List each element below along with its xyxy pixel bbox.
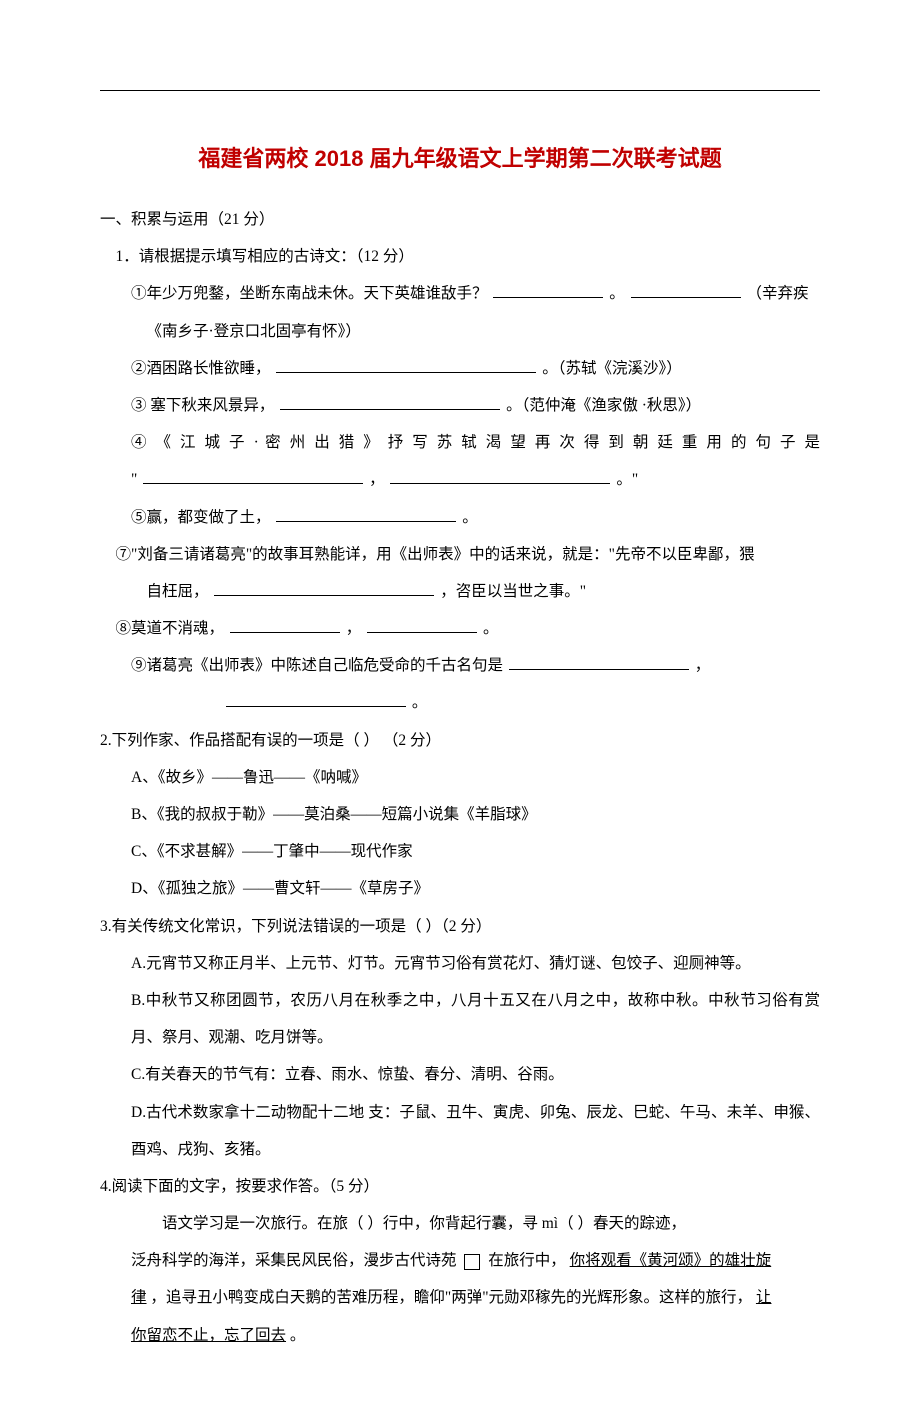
underlined-text: 让 bbox=[756, 1289, 772, 1306]
blank[interactable] bbox=[280, 393, 500, 410]
blank[interactable] bbox=[143, 468, 363, 485]
q1-item2: ②酒困路长惟欲睡， 。（苏轼《浣溪沙》） bbox=[100, 350, 820, 387]
underlined-text: 你留恋不止，忘了回去 bbox=[131, 1327, 286, 1344]
text: 。 bbox=[290, 1327, 306, 1344]
text: 语文学习是一次旅行。在旅（ ）行中，你背起行囊，寻 mì（ ）春天的踪迹， bbox=[162, 1215, 686, 1232]
q4-p3: 律 ，追寻丑小鸭变成白天鹅的苦难历程，瞻仰"两弹"元勋邓稼先的光辉形象。这样的旅… bbox=[100, 1279, 820, 1316]
text: 。（苏轼《浣溪沙》） bbox=[542, 360, 682, 377]
text: 。 bbox=[462, 509, 478, 526]
q1-item7-line1: ⑦"刘备三请诸葛亮"的故事耳熟能详，用《出师表》中的话来说，就是："先帝不以臣卑… bbox=[100, 536, 820, 573]
text: " bbox=[131, 471, 137, 488]
text: ②酒困路长惟欲睡， bbox=[131, 360, 271, 377]
q2-a: A、《故乡》——鲁迅——《呐喊》 bbox=[100, 759, 820, 796]
blank[interactable] bbox=[509, 654, 689, 671]
blank[interactable] bbox=[367, 617, 477, 634]
q1-item3: ③ 塞下秋来风景异， 。（范仲淹《渔家傲 ·秋思》） bbox=[100, 387, 820, 424]
text: ③ 塞下秋来风景异， bbox=[131, 397, 274, 414]
q3-d: D.古代术数家拿十二动物配十二地 支：子鼠、丑牛、寅虎、卯兔、辰龙、巳蛇、午马、… bbox=[100, 1094, 820, 1168]
text: 自枉屈， bbox=[147, 583, 209, 600]
underlined-text: 律 bbox=[131, 1289, 147, 1306]
exam-title: 福建省两校 2018 届九年级语文上学期第二次联考试题 bbox=[100, 141, 820, 173]
box-icon bbox=[464, 1254, 480, 1270]
q1-item8: ⑧莫道不消魂， ， 。 bbox=[100, 610, 820, 647]
text: 在旅行中， bbox=[488, 1252, 566, 1269]
q3-c: C.有关春天的节气有：立春、雨水、惊蛰、春分、清明、谷雨。 bbox=[100, 1056, 820, 1093]
q3-b: B.中秋节又称团圆节，农历八月在秋季之中，八月十五又在八月之中，故称中秋。中秋节… bbox=[100, 982, 820, 1056]
underlined-text: 你将观看《黄河颂》的雄壮旋 bbox=[570, 1252, 772, 1269]
text: 泛舟科学的海洋，采集民风民俗，漫步古代诗苑 bbox=[131, 1252, 457, 1269]
q1-item9-line1: ⑨诸葛亮《出师表》中陈述自己临危受命的千古名句是 ， bbox=[100, 647, 820, 684]
q1-item4-line2: " ， 。" bbox=[100, 461, 820, 498]
q4-p4: 你留恋不止，忘了回去 。 bbox=[100, 1317, 820, 1354]
text: ， bbox=[695, 657, 711, 674]
text: ，咨臣以当世之事。" bbox=[440, 583, 586, 600]
q2-b: B、《我的叔叔于勒》——莫泊桑——短篇小说集《羊脂球》 bbox=[100, 796, 820, 833]
top-rule bbox=[100, 90, 820, 91]
text: 。 bbox=[609, 285, 625, 302]
q1-item9-line2: 。 bbox=[100, 684, 820, 721]
q4-prompt: 4.阅读下面的文字，按要求作答。（5 分） bbox=[100, 1168, 820, 1205]
q3-a: A.元宵节又称正月半、上元节、灯节。元宵节习俗有赏花灯、猜灯谜、包饺子、迎厕神等… bbox=[100, 945, 820, 982]
text: ⑧莫道不消魂， bbox=[116, 620, 225, 637]
text: ⑤赢，都变做了土， bbox=[131, 509, 271, 526]
text: 。（范仲淹《渔家傲 ·秋思》） bbox=[506, 397, 701, 414]
text: 。 bbox=[483, 620, 499, 637]
blank[interactable] bbox=[493, 282, 603, 299]
q4-p2: 泛舟科学的海洋，采集民风民俗，漫步古代诗苑 在旅行中， 你将观看《黄河颂》的雄壮… bbox=[100, 1242, 820, 1279]
blank[interactable] bbox=[230, 617, 340, 634]
q1-item1-line1: ①年少万兜鍪，坐断东南战未休。天下英雄谁敌手？ 。 （辛弃疾 bbox=[100, 275, 820, 312]
text: （辛弃疾 bbox=[747, 285, 809, 302]
q1-item7-line2: 自枉屈， ，咨臣以当世之事。" bbox=[100, 573, 820, 610]
q3-prompt: 3.有关传统文化常识，下列说法错误的一项是（ ）（2 分） bbox=[100, 908, 820, 945]
section-heading: 一、积累与运用（21 分） bbox=[100, 201, 820, 238]
q2-prompt: 2.下列作家、作品搭配有误的一项是（ ） （2 分） bbox=[100, 722, 820, 759]
text: ⑨诸葛亮《出师表》中陈述自己临危受命的千古名句是 bbox=[131, 657, 503, 674]
q1-item4-line1: ④ 《 江 城 子 · 密 州 出 猎 》 抒 写 苏 轼 渴 望 再 次 得 … bbox=[100, 424, 820, 461]
text: 。 bbox=[412, 694, 428, 711]
text: ，追寻丑小鸭变成白天鹅的苦难历程，瞻仰"两弹"元勋邓稼先的光辉形象。这样的旅行， bbox=[150, 1289, 752, 1306]
q1-item5: ⑤赢，都变做了土， 。 bbox=[100, 499, 820, 536]
blank[interactable] bbox=[226, 691, 406, 708]
q2-d: D、《孤独之旅》——曹文轩——《草房子》 bbox=[100, 870, 820, 907]
q4-p1: 语文学习是一次旅行。在旅（ ）行中，你背起行囊，寻 mì（ ）春天的踪迹， bbox=[100, 1205, 820, 1242]
blank[interactable] bbox=[276, 505, 456, 522]
text: ①年少万兜鍪，坐断东南战未休。天下英雄谁敌手？ bbox=[131, 285, 488, 302]
q1-prompt: 1．请根据提示填写相应的古诗文：（12 分） bbox=[100, 238, 820, 275]
text: 。" bbox=[616, 471, 638, 488]
q2-c: C、《不求甚解》——丁肇中——现代作家 bbox=[100, 833, 820, 870]
blank[interactable] bbox=[631, 282, 741, 299]
text: ， bbox=[346, 620, 362, 637]
blank[interactable] bbox=[214, 579, 434, 596]
blank[interactable] bbox=[276, 356, 536, 373]
text: ， bbox=[369, 471, 385, 488]
blank[interactable] bbox=[390, 468, 610, 485]
q1-item1-line2: 《南乡子·登京口北固亭有怀》） bbox=[100, 313, 820, 350]
